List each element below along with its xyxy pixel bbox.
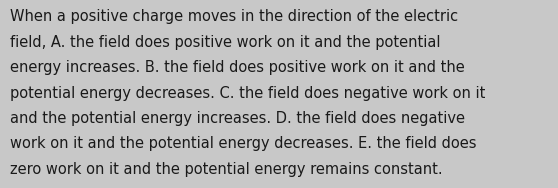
Text: and the potential energy increases. D. the field does negative: and the potential energy increases. D. t… — [10, 111, 465, 126]
Text: potential energy decreases. C. the field does negative work on it: potential energy decreases. C. the field… — [10, 86, 485, 101]
Text: energy increases. B. the field does positive work on it and the: energy increases. B. the field does posi… — [10, 60, 465, 75]
Text: zero work on it and the potential energy remains constant.: zero work on it and the potential energy… — [10, 162, 442, 177]
Text: work on it and the potential energy decreases. E. the field does: work on it and the potential energy decr… — [10, 136, 477, 151]
Text: field, A. the field does positive work on it and the potential: field, A. the field does positive work o… — [10, 35, 441, 50]
Text: When a positive charge moves in the direction of the electric: When a positive charge moves in the dire… — [10, 9, 458, 24]
